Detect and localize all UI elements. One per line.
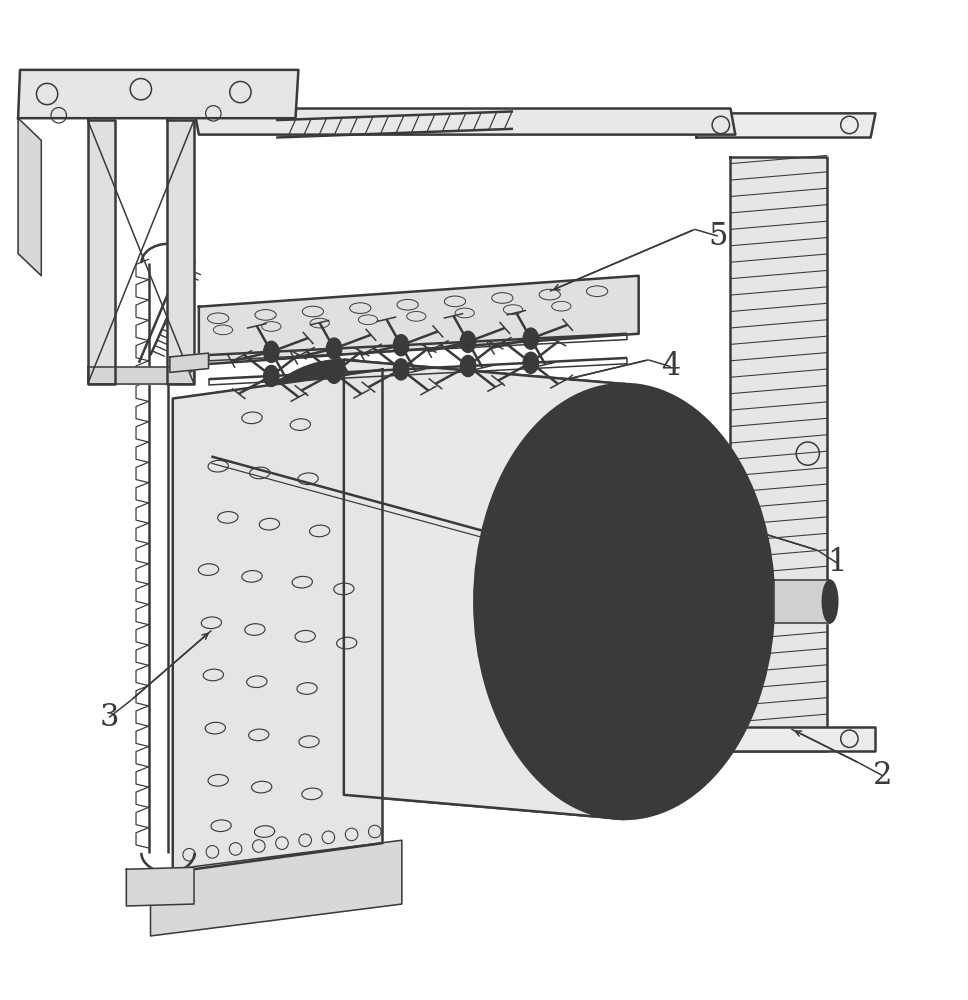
Ellipse shape <box>522 653 562 687</box>
Ellipse shape <box>685 516 726 550</box>
Text: 3: 3 <box>99 702 119 733</box>
Polygon shape <box>198 276 639 365</box>
Ellipse shape <box>523 352 538 373</box>
Polygon shape <box>150 840 402 936</box>
Ellipse shape <box>460 355 475 377</box>
Ellipse shape <box>527 511 558 555</box>
Polygon shape <box>731 157 827 751</box>
Polygon shape <box>692 113 875 138</box>
Ellipse shape <box>393 335 408 356</box>
Ellipse shape <box>604 447 645 482</box>
Polygon shape <box>127 867 194 906</box>
Text: 5: 5 <box>709 221 728 252</box>
Polygon shape <box>166 120 194 384</box>
Polygon shape <box>172 370 382 872</box>
Polygon shape <box>18 70 298 118</box>
Ellipse shape <box>460 331 475 352</box>
Ellipse shape <box>604 721 645 756</box>
Text: 2: 2 <box>872 760 892 791</box>
Polygon shape <box>774 580 830 623</box>
Polygon shape <box>697 727 875 751</box>
Ellipse shape <box>690 648 721 692</box>
Polygon shape <box>88 367 194 384</box>
Circle shape <box>597 574 651 629</box>
Polygon shape <box>344 360 624 819</box>
Ellipse shape <box>822 580 837 623</box>
Ellipse shape <box>326 338 342 359</box>
Ellipse shape <box>194 360 494 795</box>
Polygon shape <box>194 109 736 135</box>
Text: 4: 4 <box>661 351 681 382</box>
Ellipse shape <box>263 341 279 362</box>
Ellipse shape <box>474 384 774 819</box>
Ellipse shape <box>263 365 279 387</box>
Ellipse shape <box>326 362 342 383</box>
Text: 1: 1 <box>827 547 847 578</box>
Ellipse shape <box>523 328 538 349</box>
Polygon shape <box>18 118 42 276</box>
Polygon shape <box>169 353 208 372</box>
Ellipse shape <box>393 359 408 380</box>
Polygon shape <box>88 120 115 384</box>
